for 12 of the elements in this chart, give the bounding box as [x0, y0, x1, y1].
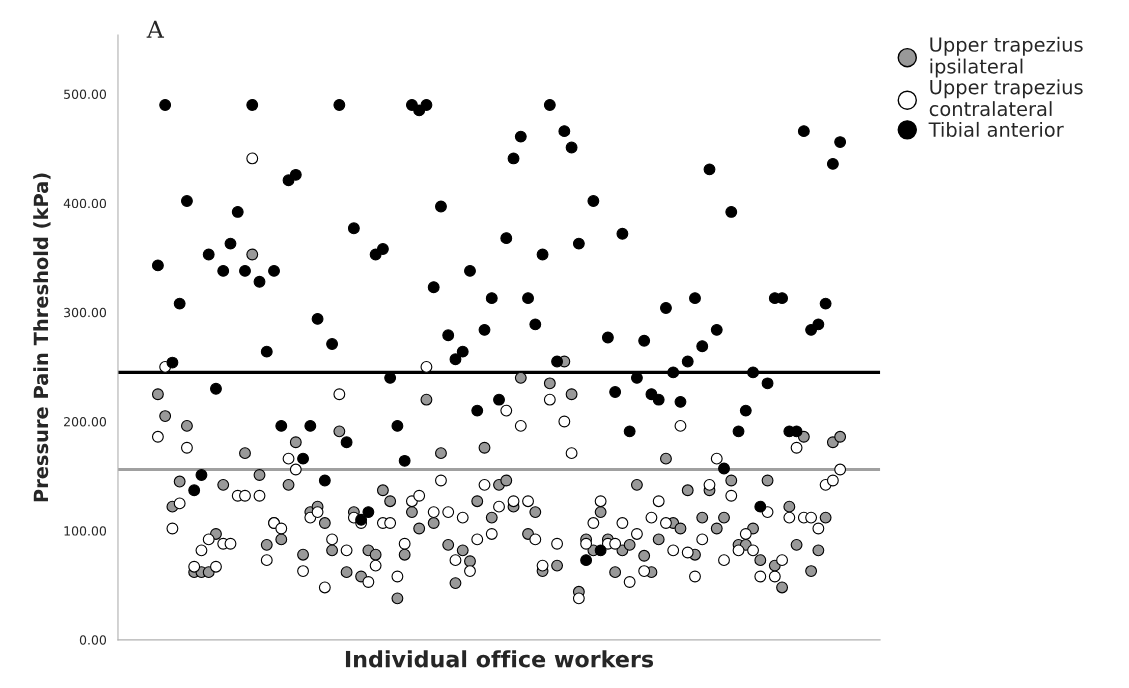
legend-label: Upper trapezius ipsilateral	[930, 36, 1083, 78]
y-tick-label: 100.00	[64, 526, 107, 536]
y-axis-title: Pressure Pain Threshold (kPa)	[33, 173, 51, 502]
y-tick-label: 300.00	[64, 307, 107, 318]
legend-label: Upper trapezius contralateral	[929, 79, 1083, 117]
annotation: A	[146, 20, 165, 38]
y-tick-label: 200.00	[64, 416, 107, 427]
y-tick-label: 400.00	[63, 198, 107, 209]
x-axis-title: Individual office workers	[345, 650, 654, 668]
y-tick-label: 500.00	[64, 89, 107, 99]
y-tick-label: 0.00	[79, 635, 107, 645]
legend-label: Tibial anterior	[928, 121, 1064, 137]
